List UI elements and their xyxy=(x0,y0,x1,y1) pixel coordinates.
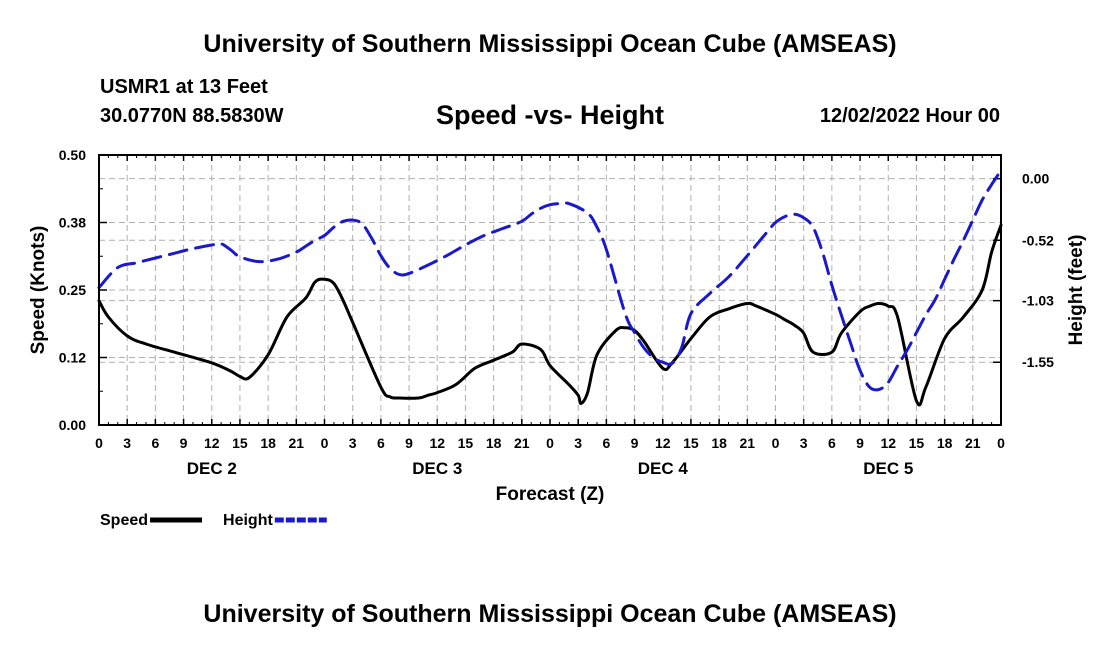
x-day-label: DEC 3 xyxy=(412,459,462,478)
y-left-tick-label: 0.38 xyxy=(59,215,86,231)
x-tick-label: 0 xyxy=(321,435,329,451)
x-tick-label: 3 xyxy=(123,435,131,451)
y-right-tick-label: -1.55 xyxy=(1022,354,1054,370)
legend-label-speed: Speed xyxy=(100,512,148,529)
x-tick-label: 6 xyxy=(151,435,159,451)
x-tick-label: 3 xyxy=(800,435,808,451)
x-tick-label: 18 xyxy=(260,435,276,451)
x-tick-label: 15 xyxy=(683,435,699,451)
forecast-datetime: 12/02/2022 Hour 00 xyxy=(819,105,1000,127)
x-axis-label: Forecast (Z) xyxy=(496,484,605,505)
x-tick-label: 12 xyxy=(655,435,671,451)
x-tick-label: 15 xyxy=(458,435,474,451)
plot-frame xyxy=(98,154,1002,426)
x-tick-label: 18 xyxy=(711,435,727,451)
x-tick-label: 21 xyxy=(514,435,530,451)
speed-height-chart: 0 3 6 9 12 15 18 21 0 3 6 9 12 15 18 21 0 3 6 9 12 15 18 21 0 3 6 9… xyxy=(28,147,1087,529)
x-day-label: DEC 5 xyxy=(863,459,913,478)
footer-title: University of Southern Mississippi Ocean… xyxy=(203,600,897,628)
x-tick-label: 9 xyxy=(180,435,188,451)
series-line-height xyxy=(97,168,1003,392)
x-tick-label: 12 xyxy=(204,435,220,451)
series-line-speed xyxy=(97,223,1003,407)
x-tick-label: 18 xyxy=(937,435,953,451)
legend: Speed Height xyxy=(100,512,327,529)
y-axis-label-left: Speed (Knots) xyxy=(28,226,49,355)
y-axis-label-right: Height (feet) xyxy=(1066,235,1087,346)
x-tick-label: 15 xyxy=(909,435,925,451)
y-left-tick-label: 0.12 xyxy=(59,350,86,366)
x-tick-label: 18 xyxy=(486,435,502,451)
x-tick-label: 21 xyxy=(965,435,981,451)
y-right-tick-label: -1.03 xyxy=(1022,293,1054,309)
x-tick-label: 0 xyxy=(997,435,1005,451)
x-tick-label: 9 xyxy=(631,435,639,451)
station-label: USMR1 at 13 Feet xyxy=(100,76,268,98)
y-right-tick-label: 0.00 xyxy=(1022,171,1049,187)
x-tick-label: 9 xyxy=(405,435,413,451)
left-y-axis: 0.00 0.12 0.25 0.38 0.50 xyxy=(59,147,107,433)
x-tick-label: 3 xyxy=(349,435,357,451)
y-left-tick-label: 0.00 xyxy=(59,417,86,433)
x-tick-label: 0 xyxy=(95,435,103,451)
y-left-tick-label: 0.50 xyxy=(59,147,86,163)
series-group xyxy=(97,168,1003,407)
x-tick-label: 12 xyxy=(880,435,896,451)
y-left-tick-label: 0.25 xyxy=(59,282,86,298)
y-right-tick-label: -0.52 xyxy=(1022,232,1054,248)
chart-subtitle: Speed -vs- Height xyxy=(435,100,665,130)
chart-title: University of Southern Mississippi Ocean… xyxy=(203,30,897,58)
x-tick-label: 15 xyxy=(232,435,248,451)
x-tick-label: 21 xyxy=(740,435,756,451)
x-tick-label: 6 xyxy=(377,435,385,451)
legend-label-height: Height xyxy=(223,512,273,529)
right-y-axis: 0.00 -0.52 -1.03 -1.55 xyxy=(993,171,1054,370)
x-tick-label: 12 xyxy=(429,435,445,451)
x-tick-label: 21 xyxy=(289,435,305,451)
x-tick-label: 6 xyxy=(828,435,836,451)
x-tick-label: 0 xyxy=(772,435,780,451)
x-day-label: DEC 4 xyxy=(638,459,689,478)
x-tick-label: 9 xyxy=(856,435,864,451)
x-tick-label: 0 xyxy=(546,435,554,451)
x-tick-label: 3 xyxy=(574,435,582,451)
x-tick-label: 6 xyxy=(602,435,610,451)
x-day-label: DEC 2 xyxy=(187,459,237,478)
station-coordinates: 30.0770N 88.5830W xyxy=(100,105,284,127)
